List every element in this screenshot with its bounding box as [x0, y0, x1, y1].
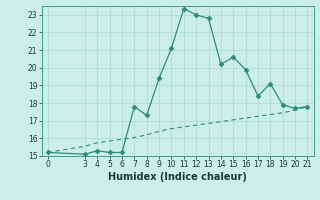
X-axis label: Humidex (Indice chaleur): Humidex (Indice chaleur): [108, 172, 247, 182]
